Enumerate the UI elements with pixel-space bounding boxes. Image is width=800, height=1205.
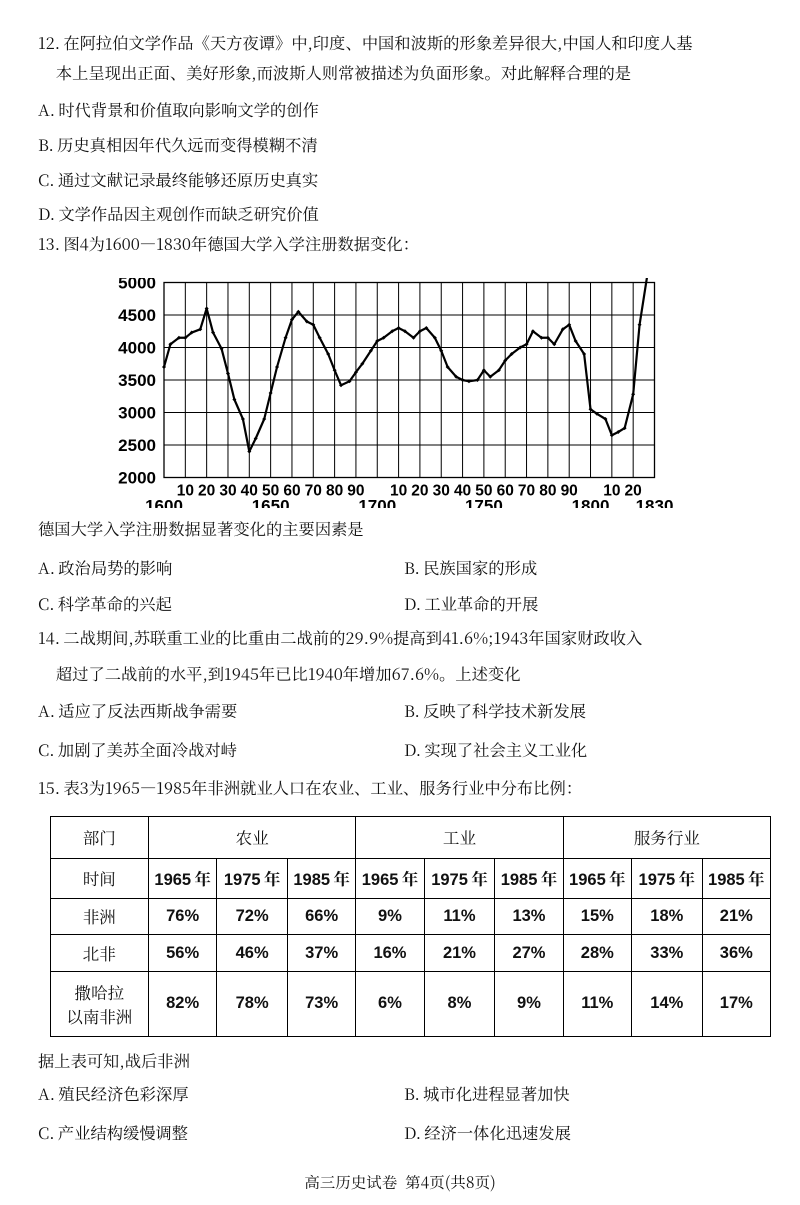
svg-text:1600: 1600	[145, 497, 183, 509]
svg-text:70: 70	[518, 483, 535, 500]
svg-text:1650: 1650	[252, 497, 290, 509]
svg-text:70: 70	[305, 483, 322, 500]
svg-text:4000: 4000	[118, 339, 156, 358]
svg-text:1750: 1750	[465, 497, 503, 509]
svg-text:20: 20	[411, 483, 428, 500]
svg-text:5000: 5000	[118, 278, 156, 293]
svg-text:80: 80	[539, 483, 556, 500]
svg-text:2000: 2000	[118, 469, 156, 488]
svg-text:1700: 1700	[358, 497, 396, 509]
svg-text:1830: 1830	[636, 497, 674, 509]
svg-text:30: 30	[219, 483, 236, 500]
svg-text:30: 30	[433, 483, 450, 500]
svg-text:2500: 2500	[118, 436, 156, 455]
svg-text:20: 20	[198, 483, 215, 500]
svg-text:3500: 3500	[118, 371, 156, 390]
svg-text:1800: 1800	[572, 497, 610, 509]
svg-text:80: 80	[326, 483, 343, 500]
svg-text:4500: 4500	[118, 306, 156, 325]
svg-text:3000: 3000	[118, 404, 156, 423]
